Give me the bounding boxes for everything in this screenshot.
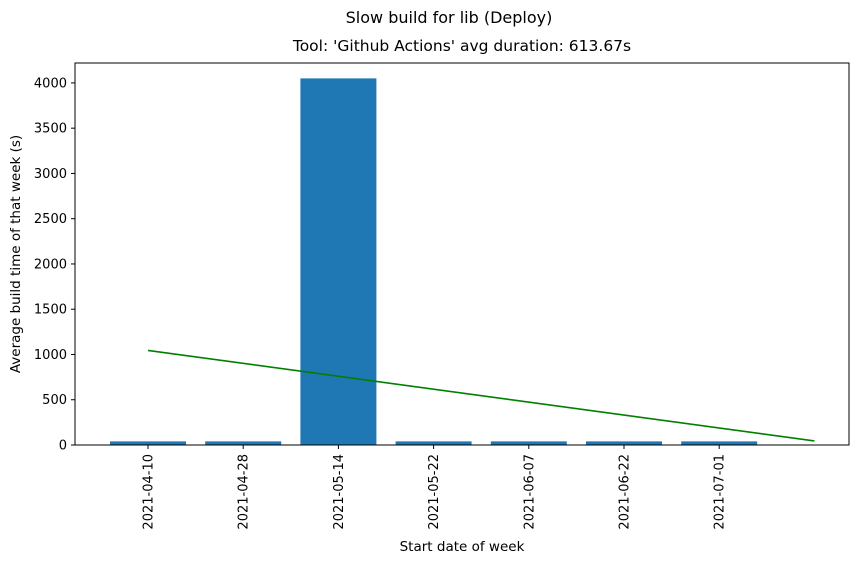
y-tick-label: 0 [59, 439, 67, 454]
bar-2021-06-22 [586, 441, 662, 445]
plot-frame [74, 62, 850, 446]
x-tick-label: 2021-05-22 [427, 454, 442, 530]
bar-2021-04-10 [110, 441, 186, 445]
x-tick-label: 2021-04-28 [237, 454, 252, 530]
y-tick-label: 3500 [34, 122, 67, 137]
x-tick-label: 2021-06-07 [522, 454, 537, 530]
bar-2021-05-22 [395, 441, 472, 445]
y-axis-ticks: 0 500 1000 1500 2000 2500 3000 3500 4000 [34, 76, 75, 454]
bars-group [110, 78, 758, 446]
chart-suptitle: Slow build for lib (Deploy) [346, 8, 553, 27]
x-tick-label: 2021-06-22 [618, 454, 633, 530]
bar-2021-06-07 [490, 441, 567, 445]
bar-2021-07-01 [681, 441, 758, 445]
y-tick-label: 2000 [34, 257, 67, 272]
trend-group [147, 349, 815, 442]
bar-2021-04-28 [205, 441, 282, 445]
x-tick-label: 2021-05-14 [332, 454, 347, 530]
x-axis-ticks: 2021-04-10 2021-04-28 2021-05-14 2021-05-22… [142, 445, 728, 530]
trend-line [147, 349, 815, 442]
chart-title: Tool: 'Github Actions' avg duration: 613… [292, 37, 631, 55]
y-tick-label: 4000 [34, 76, 67, 91]
bar-2021-05-14 [300, 78, 377, 446]
y-tick-label: 500 [42, 393, 67, 408]
y-tick-label: 2500 [34, 212, 67, 227]
y-tick-label: 3000 [34, 167, 67, 182]
y-tick-label: 1500 [34, 303, 67, 318]
x-tick-label: 2021-04-10 [142, 454, 157, 530]
y-tick-label: 1000 [34, 348, 67, 363]
x-tick-label: 2021-07-01 [713, 454, 728, 530]
y-axis-label: Average build time of that week (s) [8, 135, 24, 373]
x-axis-label: Start date of week [400, 539, 525, 555]
